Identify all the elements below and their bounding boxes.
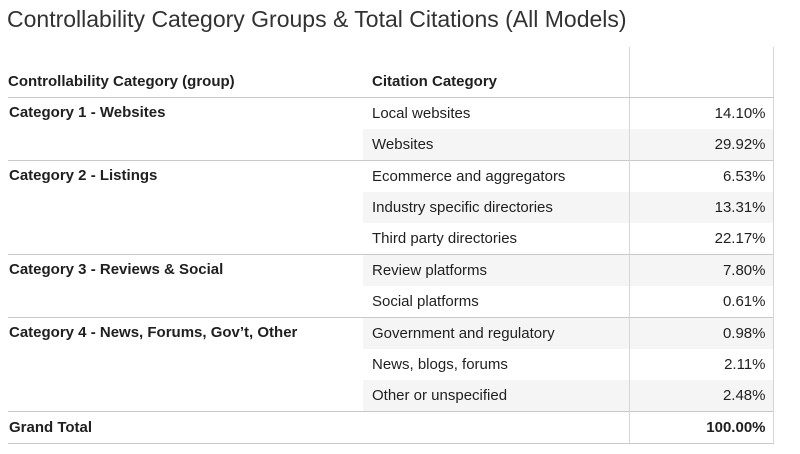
- grand-total-empty-cell: [363, 411, 629, 444]
- value-cell[interactable]: 0.98%: [628, 317, 774, 349]
- table-row: News, blogs, forums 2.11%: [8, 349, 774, 380]
- category-cell[interactable]: News, blogs, forums: [372, 356, 508, 373]
- column-header-group[interactable]: Controllability Category (group): [8, 47, 363, 98]
- table-row: Other or unspecified 2.48%: [8, 380, 774, 412]
- value-cell[interactable]: 14.10%: [628, 97, 774, 129]
- group-label-category-2[interactable]: Category 2 - Listings: [8, 160, 363, 255]
- category-cell[interactable]: Third party directories: [372, 230, 518, 247]
- table-row: Category 2 - Listings Ecommerce and aggr…: [8, 160, 774, 255]
- value-cell[interactable]: 2.48%: [628, 380, 774, 412]
- grand-total-value[interactable]: 100.00%: [628, 411, 774, 444]
- value-cell[interactable]: 7.80%: [628, 254, 774, 286]
- citations-table: Controllability Category (group) Citatio…: [8, 47, 774, 444]
- column-header-category[interactable]: Citation Category: [363, 47, 629, 98]
- value-cell[interactable]: 2.11%: [628, 349, 774, 380]
- category-cell[interactable]: Industry specific directories: [363, 192, 629, 223]
- table-row: Category 4 - News, Forums, Gov’t, Other …: [8, 317, 774, 412]
- value-cell[interactable]: 29.92%: [628, 129, 774, 161]
- value-cell[interactable]: 0.61%: [628, 286, 774, 318]
- group-label-category-4[interactable]: Category 4 - News, Forums, Gov’t, Other: [8, 317, 363, 412]
- table-row: Social platforms 0.61%: [8, 286, 774, 318]
- category-cell[interactable]: Review platforms: [363, 254, 629, 286]
- table-row: Category 1 - Websites Local websites 14.…: [8, 97, 774, 161]
- value-cell[interactable]: 6.53%: [628, 160, 774, 192]
- group-label-category-1[interactable]: Category 1 - Websites: [8, 97, 363, 161]
- value-cell[interactable]: 22.17%: [628, 223, 774, 255]
- column-header-value: [628, 47, 774, 98]
- category-cell[interactable]: Websites: [363, 129, 629, 161]
- category-cell[interactable]: Other or unspecified: [363, 380, 629, 412]
- table-row: Third party directories 22.17%: [8, 223, 774, 255]
- table-header-row: Controllability Category (group) Citatio…: [8, 47, 774, 98]
- value-cell[interactable]: 13.31%: [628, 192, 774, 223]
- category-cell[interactable]: Local websites: [372, 105, 471, 122]
- category-cell[interactable]: Social platforms: [372, 293, 479, 310]
- table-row: Category 3 - Reviews & Social Review pla…: [8, 254, 774, 318]
- table-row: Industry specific directories 13.31%: [8, 192, 774, 223]
- category-cell[interactable]: Government and regulatory: [363, 317, 629, 349]
- grand-total-label[interactable]: Grand Total: [8, 411, 363, 444]
- grand-total-row: Grand Total 100.00%: [8, 411, 774, 444]
- table-row: Websites 29.92%: [8, 129, 774, 161]
- group-label-category-3[interactable]: Category 3 - Reviews & Social: [8, 254, 363, 318]
- sheet-title: Controllability Category Groups & Total …: [7, 6, 627, 32]
- category-cell[interactable]: Ecommerce and aggregators: [363, 160, 629, 192]
